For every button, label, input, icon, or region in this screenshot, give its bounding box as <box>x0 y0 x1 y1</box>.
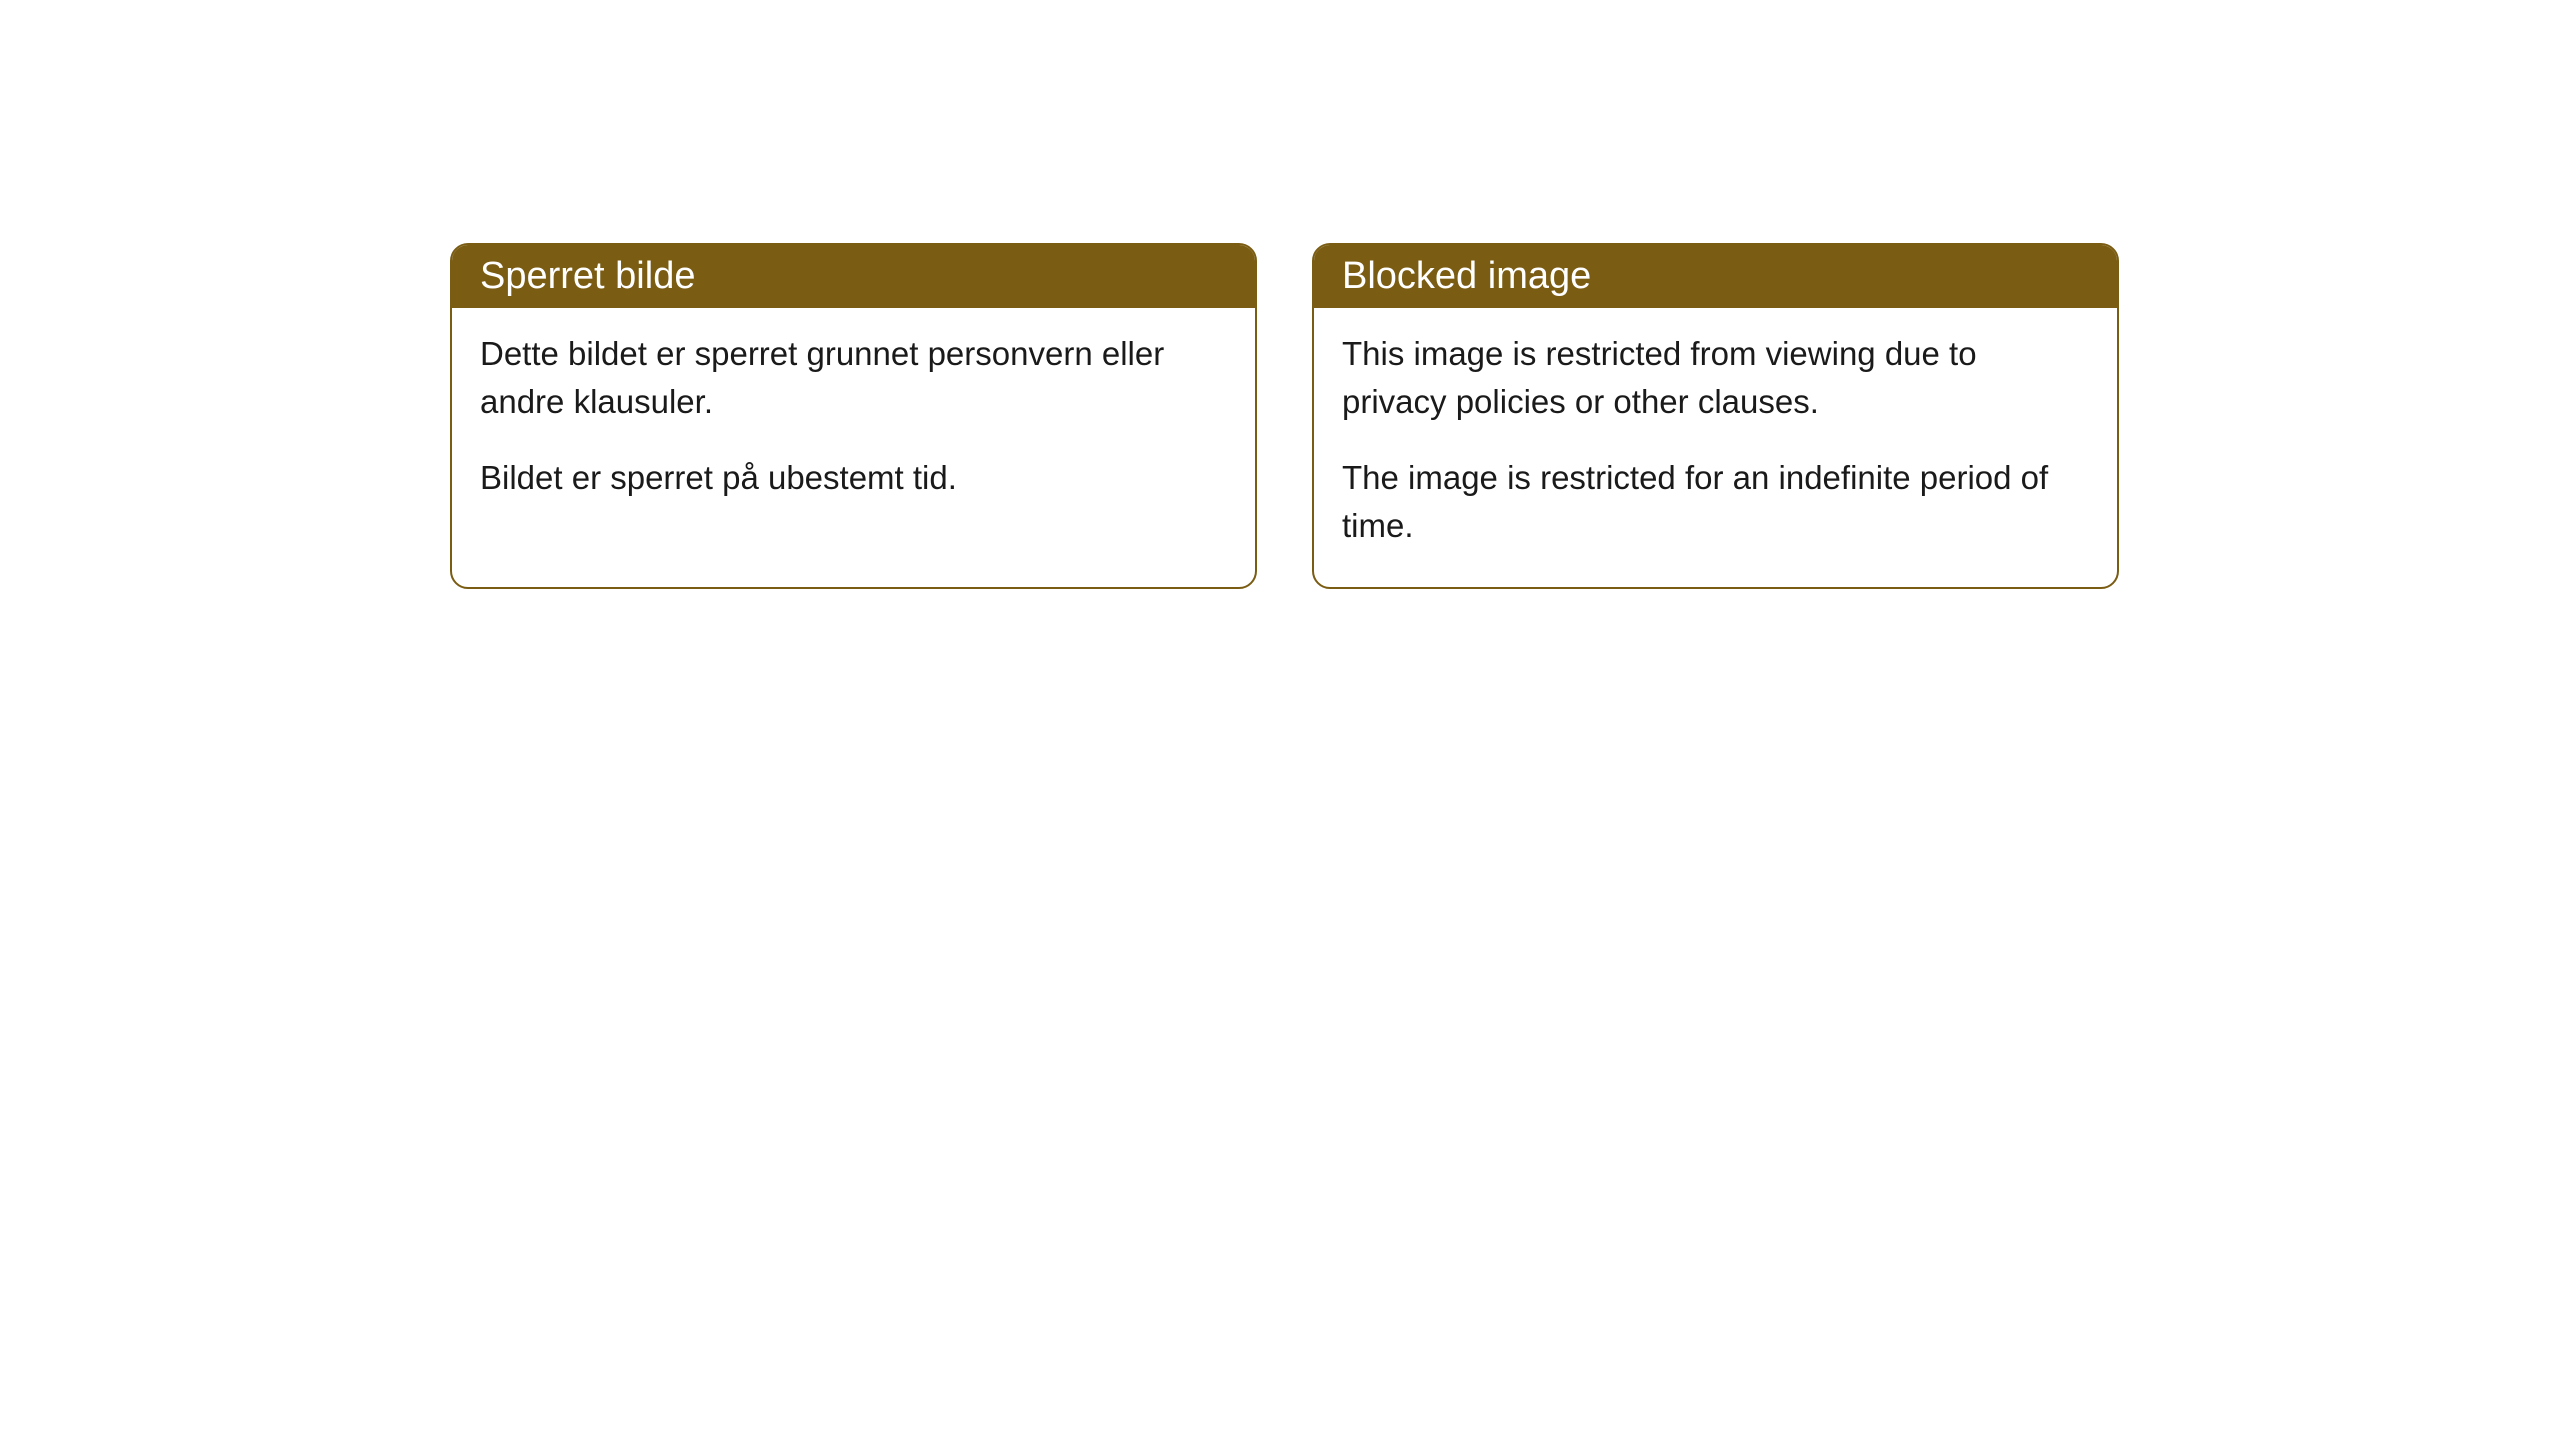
card-paragraph: This image is restricted from viewing du… <box>1342 330 2089 426</box>
notice-card-norwegian: Sperret bilde Dette bildet er sperret gr… <box>450 243 1257 589</box>
card-title: Sperret bilde <box>480 255 695 297</box>
card-body: This image is restricted from viewing du… <box>1314 308 2117 587</box>
notice-cards-container: Sperret bilde Dette bildet er sperret gr… <box>450 243 2119 589</box>
card-title: Blocked image <box>1342 255 1591 297</box>
card-header: Blocked image <box>1314 245 2117 308</box>
card-paragraph: Bildet er sperret på ubestemt tid. <box>480 454 1227 502</box>
card-paragraph: Dette bildet er sperret grunnet personve… <box>480 330 1227 426</box>
card-header: Sperret bilde <box>452 245 1255 308</box>
card-body: Dette bildet er sperret grunnet personve… <box>452 308 1255 540</box>
notice-card-english: Blocked image This image is restricted f… <box>1312 243 2119 589</box>
card-paragraph: The image is restricted for an indefinit… <box>1342 454 2089 550</box>
